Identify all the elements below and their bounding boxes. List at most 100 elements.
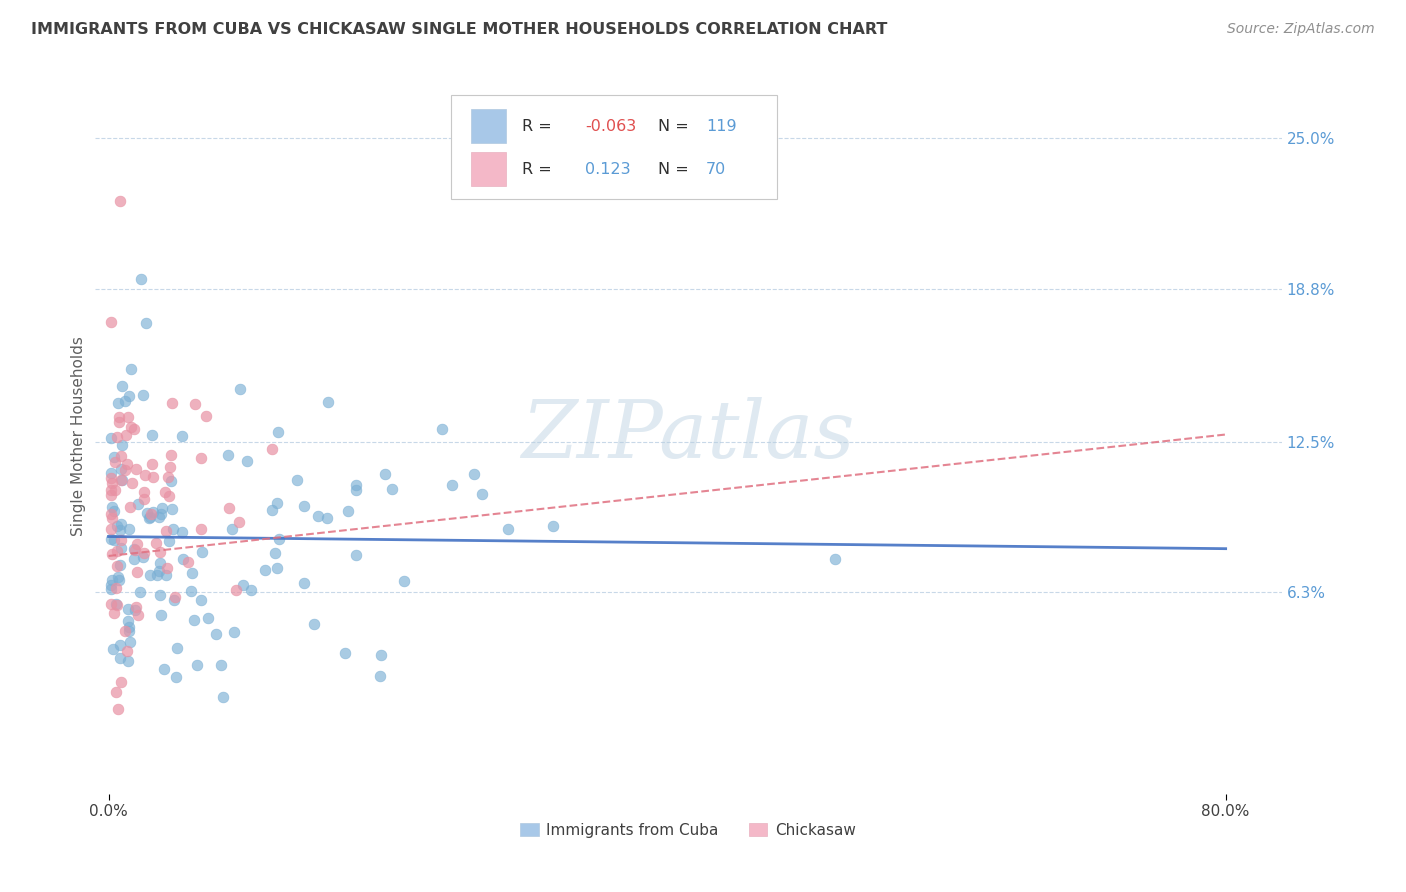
Point: [103, 607, 125, 621]
Point: [148, 588, 170, 602]
Point: [337, 503, 360, 517]
Point: [108, 651, 131, 665]
Point: [262, 503, 284, 517]
Text: ZIPatlas: ZIPatlas: [522, 397, 855, 475]
Point: [157, 534, 180, 549]
Point: [344, 477, 367, 491]
Point: [134, 468, 156, 483]
Point: [190, 450, 212, 465]
Point: [221, 522, 243, 536]
Point: [127, 607, 149, 622]
Point: [104, 685, 127, 699]
Point: [117, 654, 139, 668]
Point: [190, 522, 212, 536]
Point: [120, 362, 142, 376]
Point: [180, 566, 202, 581]
Point: [108, 573, 131, 587]
Point: [129, 585, 152, 599]
Point: [110, 516, 132, 531]
Point: [204, 627, 226, 641]
Point: [316, 511, 339, 525]
Point: [105, 544, 128, 558]
Point: [104, 455, 127, 469]
Point: [166, 641, 188, 656]
Point: [101, 511, 124, 525]
Point: [150, 501, 173, 516]
Point: [108, 558, 131, 573]
Point: [117, 614, 139, 628]
Point: [441, 477, 464, 491]
Point: [172, 429, 194, 443]
Text: R =: R =: [522, 119, 551, 134]
Point: [165, 590, 187, 604]
Y-axis label: Single Mother Households: Single Mother Households: [72, 335, 86, 536]
Point: [370, 648, 392, 662]
Text: 119: 119: [706, 119, 737, 134]
Point: [110, 675, 132, 690]
Point: [177, 555, 200, 569]
Point: [138, 568, 160, 582]
Point: [101, 500, 124, 515]
Point: [101, 547, 124, 561]
Point: [254, 563, 277, 577]
Point: [225, 582, 247, 597]
Point: [148, 564, 170, 578]
Point: [463, 467, 485, 482]
Point: [122, 542, 145, 557]
Point: [267, 532, 290, 546]
Point: [263, 546, 285, 560]
Point: [266, 496, 288, 510]
Point: [129, 272, 152, 286]
Point: [141, 508, 163, 522]
Point: [111, 438, 134, 452]
Point: [302, 617, 325, 632]
Point: [122, 552, 145, 566]
Point: [124, 542, 146, 557]
Point: [211, 690, 233, 704]
Point: [149, 545, 172, 559]
Point: [105, 558, 128, 573]
Point: [292, 500, 315, 514]
Point: [149, 507, 172, 521]
Point: [307, 508, 329, 523]
Point: [392, 574, 415, 588]
Point: [101, 642, 124, 657]
Point: [368, 669, 391, 683]
Point: [163, 592, 186, 607]
Point: [108, 194, 131, 209]
Point: [110, 541, 132, 555]
Point: [183, 613, 205, 627]
Point: [121, 476, 143, 491]
Point: [115, 644, 138, 658]
Point: [110, 450, 132, 464]
Point: [115, 457, 138, 471]
Point: [107, 570, 129, 584]
Point: [149, 556, 172, 570]
Point: [150, 608, 173, 623]
Point: [333, 646, 356, 660]
Point: [141, 458, 163, 472]
Point: [186, 657, 208, 672]
Point: [142, 505, 165, 519]
Point: [266, 561, 288, 575]
Point: [110, 462, 132, 476]
Point: [155, 567, 177, 582]
Point: [138, 511, 160, 525]
Point: [139, 510, 162, 524]
Point: [344, 483, 367, 498]
Point: [117, 602, 139, 616]
Point: [135, 317, 157, 331]
Point: [108, 638, 131, 652]
Point: [120, 500, 142, 515]
Point: [100, 597, 122, 611]
Point: [118, 620, 141, 634]
Point: [156, 561, 179, 575]
Point: [107, 702, 129, 716]
Text: -0.063: -0.063: [585, 119, 636, 134]
Point: [209, 658, 232, 673]
Point: [110, 474, 132, 488]
Point: [100, 315, 122, 329]
Point: [134, 484, 156, 499]
Point: [114, 393, 136, 408]
Point: [239, 582, 262, 597]
